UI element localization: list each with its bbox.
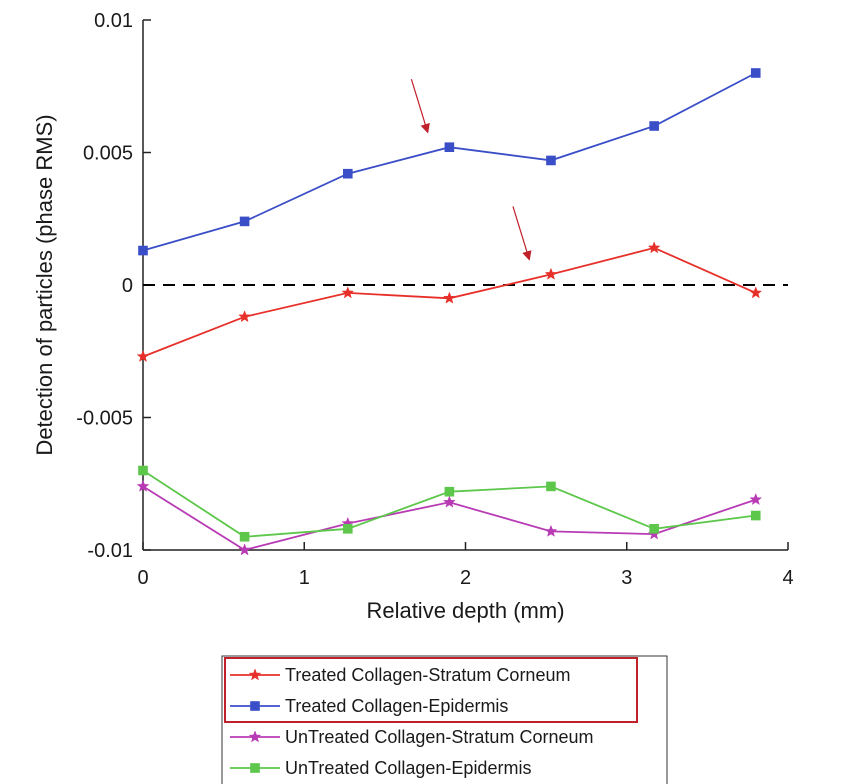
data-point — [342, 524, 353, 534]
legend: Treated Collagen-Stratum Corneum Treated … — [221, 655, 668, 784]
legend-highlight-box — [224, 657, 638, 723]
series-4 — [138, 465, 761, 542]
series-1 — [136, 241, 763, 362]
legend-swatch-marker — [248, 668, 262, 681]
data-point — [138, 245, 148, 256]
data-point — [238, 310, 251, 323]
series-line — [142, 72, 757, 252]
x-tick-label: 3 — [621, 567, 632, 589]
series-2 — [138, 68, 761, 256]
legend-entry-2: Treated Collagen-Epidermis — [230, 696, 508, 716]
legend-label: Treated Collagen-Stratum Corneum — [285, 665, 570, 685]
legend-entry-1: Treated Collagen-Stratum Corneum — [230, 665, 570, 685]
data-point — [238, 543, 251, 556]
data-point — [750, 510, 761, 521]
data-point — [239, 216, 250, 227]
legend-entry-3: UnTreated Collagen-Stratum Corneum — [230, 727, 593, 747]
legend-swatch-marker — [250, 701, 260, 711]
legend-label: UnTreated Collagen-Epidermis — [285, 758, 531, 778]
legend-label: Treated Collagen-Epidermis — [285, 696, 508, 716]
legend-swatch-marker — [248, 730, 262, 743]
data-point — [442, 291, 456, 304]
legend-label: UnTreated Collagen-Stratum Corneum — [285, 727, 593, 747]
data-point — [647, 241, 661, 254]
axes: -0.01 -0.005 0 0.005 0.01 0 1 2 3 4 — [76, 10, 793, 589]
data-point — [239, 531, 250, 542]
data-point — [442, 495, 456, 508]
data-point — [546, 155, 556, 166]
data-point — [649, 524, 659, 534]
x-tick-label: 0 — [137, 567, 148, 589]
data-point — [544, 267, 558, 280]
series-layer — [136, 68, 763, 556]
data-point — [749, 492, 763, 506]
data-point — [138, 465, 148, 476]
data-point — [546, 481, 556, 492]
data-point — [444, 142, 455, 152]
data-point — [136, 349, 150, 362]
data-point — [649, 121, 659, 131]
y-tick-label: -0.005 — [76, 408, 133, 430]
legend-entry-4: UnTreated Collagen-Epidermis — [230, 758, 531, 778]
data-point — [544, 524, 558, 537]
data-point — [750, 68, 761, 78]
data-point — [342, 168, 353, 179]
y-tick-label: 0.01 — [94, 10, 133, 32]
x-tick-label: 1 — [299, 567, 310, 589]
data-point — [749, 286, 763, 299]
y-axis-label: Detection of particles (phase RMS) — [32, 114, 57, 455]
annotation-arrow-1 — [410, 79, 430, 134]
annotation-arrow-2 — [512, 206, 532, 261]
y-tick-label: 0.005 — [83, 143, 133, 165]
data-point — [136, 479, 150, 492]
y-tick-label: 0 — [122, 275, 133, 297]
x-axis-label: Relative depth (mm) — [366, 598, 564, 623]
series-line — [142, 246, 757, 358]
legend-swatch-marker — [250, 763, 260, 773]
legend-box — [221, 655, 668, 784]
x-tick-label: 2 — [460, 567, 471, 589]
annotations — [410, 79, 532, 261]
y-tick-label: -0.01 — [87, 540, 133, 562]
data-point — [444, 486, 455, 497]
x-tick-label: 4 — [782, 567, 793, 589]
data-point — [341, 286, 355, 299]
